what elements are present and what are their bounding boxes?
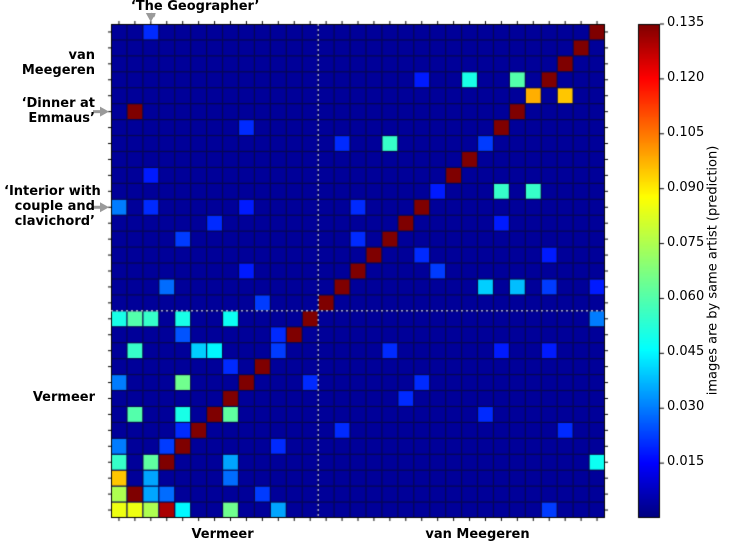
y-annotation: ‘Dinner at Emmaus’ [4,97,95,127]
top-annotation: ‘The Geographer’ [131,0,260,15]
colorbar-tick-label: 0.090 [667,181,704,196]
colorbar-tick-label: 0.075 [667,236,704,251]
x-axis-group-label: van Meegeren [398,528,558,543]
y-annotation: van Meegeren [4,49,95,79]
overlay-svg [0,0,732,550]
colorbar-label: images are by same artist (prediction) [707,140,722,400]
colorbar-tick-label: 0.045 [667,345,704,360]
figure: 0.015 0.030 0.045 0.060 0.075 0.090 0.105 0.120… [0,0,732,550]
colorbar-tick-label: 0.030 [667,400,704,415]
colorbar-tick-label: 0.015 [667,455,704,470]
colorbar-tick-label: 0.120 [667,71,704,86]
x-axis-group-label: Vermeer [143,528,303,543]
y-annotation: Vermeer [4,391,95,406]
colorbar-tick-label: 0.060 [667,290,704,305]
y-annotation: ‘Interior with couple and clavichord’ [4,185,95,230]
colorbar-tick-label: 0.135 [667,16,704,31]
colorbar-tick-label: 0.105 [667,126,704,141]
